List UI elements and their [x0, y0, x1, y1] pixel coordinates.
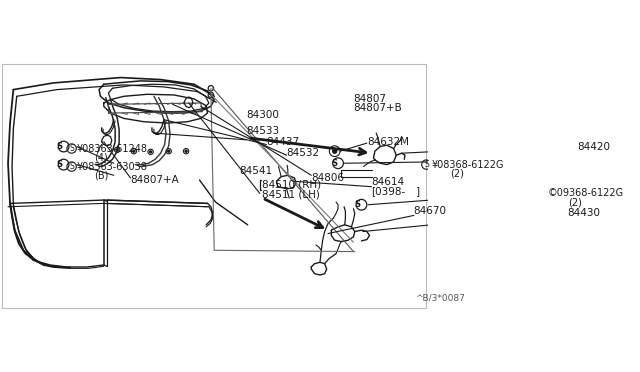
Text: S: S	[424, 160, 429, 169]
Text: 84300: 84300	[246, 110, 279, 120]
Circle shape	[133, 150, 135, 152]
Text: (B): (B)	[93, 171, 108, 181]
Text: ]: ]	[417, 186, 420, 196]
Circle shape	[185, 150, 187, 152]
Text: 84437: 84437	[266, 137, 300, 147]
Circle shape	[150, 151, 152, 153]
Text: 84614: 84614	[371, 177, 404, 187]
Text: ¥08368-6122G: ¥08368-6122G	[432, 160, 504, 170]
Text: S: S	[56, 160, 63, 169]
Text: 84532: 84532	[287, 148, 319, 158]
Text: 84807+B: 84807+B	[353, 103, 401, 113]
Text: ¥08363-61248: ¥08363-61248	[77, 144, 148, 154]
Text: 84806: 84806	[311, 173, 344, 183]
Text: 84510 (RH): 84510 (RH)	[262, 180, 321, 190]
Text: ^B/3*0087: ^B/3*0087	[415, 294, 465, 303]
Circle shape	[116, 149, 118, 151]
Text: S: S	[69, 144, 74, 153]
Text: (2): (2)	[450, 169, 464, 179]
Text: 84632M: 84632M	[367, 137, 409, 147]
Text: 84807+A: 84807+A	[131, 175, 179, 185]
Circle shape	[333, 149, 337, 153]
Text: S: S	[331, 159, 337, 168]
Text: ©09368-6122G: ©09368-6122G	[548, 188, 624, 198]
Text: [0398-: [0398-	[371, 186, 406, 196]
Circle shape	[168, 150, 170, 152]
Text: ¥08363-63038: ¥08363-63038	[77, 161, 148, 171]
Text: 84420: 84420	[577, 141, 610, 151]
Text: 84670: 84670	[413, 206, 447, 217]
Text: (4): (4)	[93, 153, 108, 163]
Text: S: S	[355, 200, 360, 209]
Text: 84541: 84541	[239, 166, 273, 176]
Text: 84430: 84430	[568, 208, 601, 218]
Text: (2): (2)	[568, 198, 582, 208]
Text: 84807: 84807	[353, 94, 386, 104]
Text: S: S	[56, 142, 63, 151]
Text: S: S	[69, 162, 74, 171]
Text: 84533: 84533	[246, 126, 280, 136]
Text: 84511 (LH): 84511 (LH)	[262, 189, 320, 199]
